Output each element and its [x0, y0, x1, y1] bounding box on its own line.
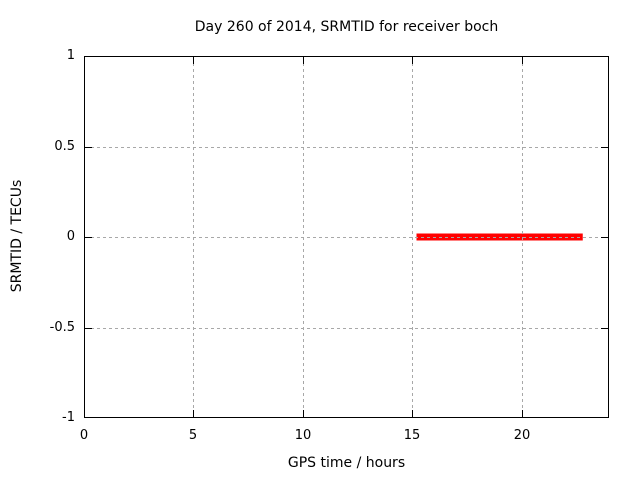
- y-tick-right: [601, 147, 608, 148]
- y-tick-label: 1: [66, 48, 75, 63]
- plot-area-border: [84, 56, 609, 418]
- x-tick-label: 5: [188, 428, 198, 443]
- x-tick-bottom: [412, 410, 413, 417]
- x-tick-top: [412, 57, 413, 64]
- y-tick-left: [85, 147, 92, 148]
- chart-title: Day 260 of 2014, SRMTID for receiver boc…: [194, 19, 499, 35]
- y-gridline: [85, 147, 608, 148]
- x-tick-bottom: [193, 410, 194, 417]
- y-tick-right: [601, 328, 608, 329]
- x-tick-top: [193, 57, 194, 64]
- y-tick-label: -1: [62, 410, 75, 425]
- x-tick-label: 15: [403, 428, 421, 443]
- y-tick-label: 0: [66, 229, 75, 244]
- y-tick-left: [85, 237, 92, 238]
- y-tick-right: [601, 237, 608, 238]
- x-tick-label: 0: [79, 428, 89, 443]
- x-tick-top: [303, 57, 304, 64]
- x-tick-bottom: [522, 410, 523, 417]
- y-tick-label: 0.5: [54, 139, 75, 154]
- x-tick-label: 10: [294, 428, 312, 443]
- x-tick-bottom: [303, 410, 304, 417]
- y-tick-label: -0.5: [49, 320, 75, 335]
- y-tick-left: [85, 328, 92, 329]
- y-gridline: [85, 328, 608, 329]
- x-tick-label: 20: [513, 428, 531, 443]
- x-axis-label: GPS time / hours: [287, 455, 406, 471]
- y-gridline: [85, 237, 608, 238]
- x-tick-top: [522, 57, 523, 64]
